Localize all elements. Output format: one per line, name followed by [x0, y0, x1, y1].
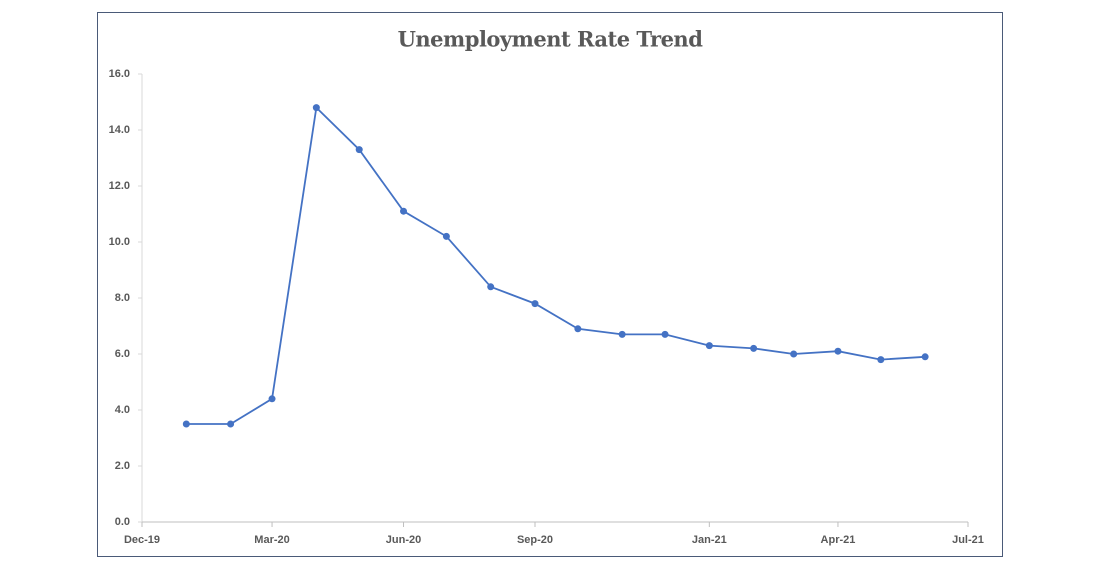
y-tick-label: 0.0: [115, 516, 130, 528]
data-point: [618, 330, 626, 338]
x-tick-label: Jan-21: [692, 534, 727, 546]
x-tick-label: Jul-21: [952, 534, 984, 546]
data-point: [400, 207, 408, 215]
chart-title: Unemployment Rate Trend: [398, 27, 704, 52]
x-tick-label: Jun-20: [386, 534, 421, 546]
data-point: [531, 300, 539, 308]
data-point: [661, 330, 669, 338]
y-tick-label: 4.0: [115, 404, 130, 416]
y-tick-label: 12.0: [109, 180, 130, 192]
data-point: [921, 353, 929, 361]
x-tick-label: Mar-20: [254, 534, 289, 546]
data-point: [574, 325, 582, 333]
y-tick-label: 6.0: [115, 348, 130, 360]
data-line: [186, 105, 926, 425]
chart-frame: [97, 12, 1003, 557]
x-tick-label: Sep-20: [517, 534, 553, 546]
data-point: [487, 283, 495, 291]
data-point: [268, 395, 276, 403]
data-point: [442, 232, 450, 240]
data-point: [227, 420, 235, 428]
data-point: [877, 356, 885, 364]
y-tick-label: 16.0: [109, 68, 130, 80]
data-point: [750, 344, 758, 352]
data-point: [790, 350, 798, 358]
x-tick-label: Apr-21: [821, 534, 856, 546]
data-point: [182, 420, 190, 428]
y-tick-label: 14.0: [109, 124, 130, 136]
y-tick-label: 2.0: [115, 460, 130, 472]
data-point: [312, 104, 320, 112]
data-point: [834, 347, 842, 355]
y-tick-label: 10.0: [109, 236, 130, 248]
data-point: [355, 146, 363, 154]
data-point: [705, 342, 713, 350]
y-tick-label: 8.0: [115, 292, 130, 304]
x-tick-label: Dec-19: [124, 534, 160, 546]
